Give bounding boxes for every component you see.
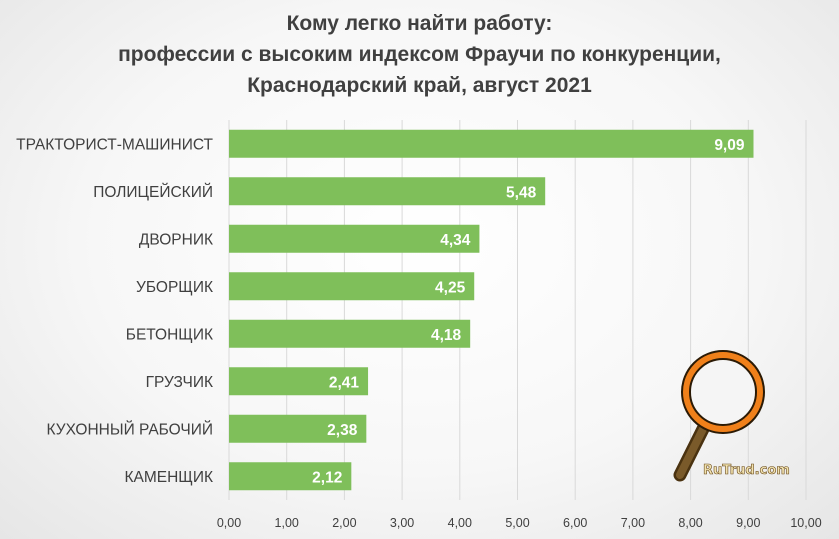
bar	[229, 129, 754, 158]
value-labels: 9,09 5,48 4,34 4,25 4,18 2,41 2,38 2,12	[312, 137, 745, 487]
magnifier-icon	[673, 350, 765, 482]
category-label: ПОЛИЦЕЙСКИЙ	[93, 183, 213, 201]
value-label: 9,09	[714, 137, 745, 154]
bar	[229, 177, 546, 206]
category-labels: ТРАКТОРИСТ-МАШИНИСТ ПОЛИЦЕЙСКИЙ ДВОРНИК УБО…	[16, 136, 213, 486]
x-axis-tick-labels: 0,00 1,00 2,00 3,00 4,00 5,00 6,00 7,00 8,00 9,00…	[217, 516, 822, 530]
category-label: КУХОННЫЙ РАБОЧИЙ	[47, 420, 213, 438]
title-line-3: Краснодарский край, август 2021	[247, 74, 592, 97]
category-label: ГРУЗЧИК	[146, 374, 213, 391]
value-label: 4,18	[431, 327, 462, 344]
x-tick-label: 6,00	[563, 516, 587, 530]
title-line-1: Кому легко найти работу:	[286, 12, 553, 35]
x-tick-label: 4,00	[448, 516, 472, 530]
bar	[229, 319, 471, 348]
bars	[229, 129, 754, 491]
bar	[229, 367, 369, 396]
value-label: 4,25	[435, 279, 466, 296]
category-label: ДВОРНИК	[139, 231, 213, 248]
value-label: 2,12	[312, 469, 342, 486]
watermark-logo: RuTrud.com	[673, 350, 790, 482]
x-tick-label: 2,00	[332, 516, 356, 530]
x-tick-label: 7,00	[621, 516, 645, 530]
bar	[229, 414, 367, 443]
value-label: 5,48	[506, 184, 537, 201]
watermark-text: RuTrud.com	[703, 463, 790, 478]
x-tick-label: 3,00	[390, 516, 414, 530]
bar	[229, 272, 475, 301]
grid-lines	[228, 120, 807, 500]
value-label: 4,34	[440, 232, 471, 249]
x-tick-label: 9,00	[736, 516, 760, 530]
value-label: 2,38	[327, 422, 358, 439]
category-label: ТРАКТОРИСТ-МАШИНИСТ	[16, 136, 213, 153]
category-label: БЕТОНЩИК	[126, 326, 213, 343]
value-label: 2,41	[329, 374, 360, 391]
x-tick-label: 0,00	[217, 516, 241, 530]
category-label: КАМЕНЩИК	[124, 469, 213, 486]
title-line-2: профессии с высоким индексом Фраучи по к…	[118, 43, 721, 66]
x-tick-label: 8,00	[678, 516, 702, 530]
chart-title: Кому легко найти работу: профессии с выс…	[0, 8, 839, 101]
category-label: УБОРЩИК	[136, 279, 213, 296]
x-tick-label: 1,00	[275, 516, 299, 530]
bar	[229, 224, 480, 253]
x-tick-label: 10,00	[790, 516, 821, 530]
x-tick-label: 5,00	[505, 516, 529, 530]
bar	[229, 462, 352, 491]
